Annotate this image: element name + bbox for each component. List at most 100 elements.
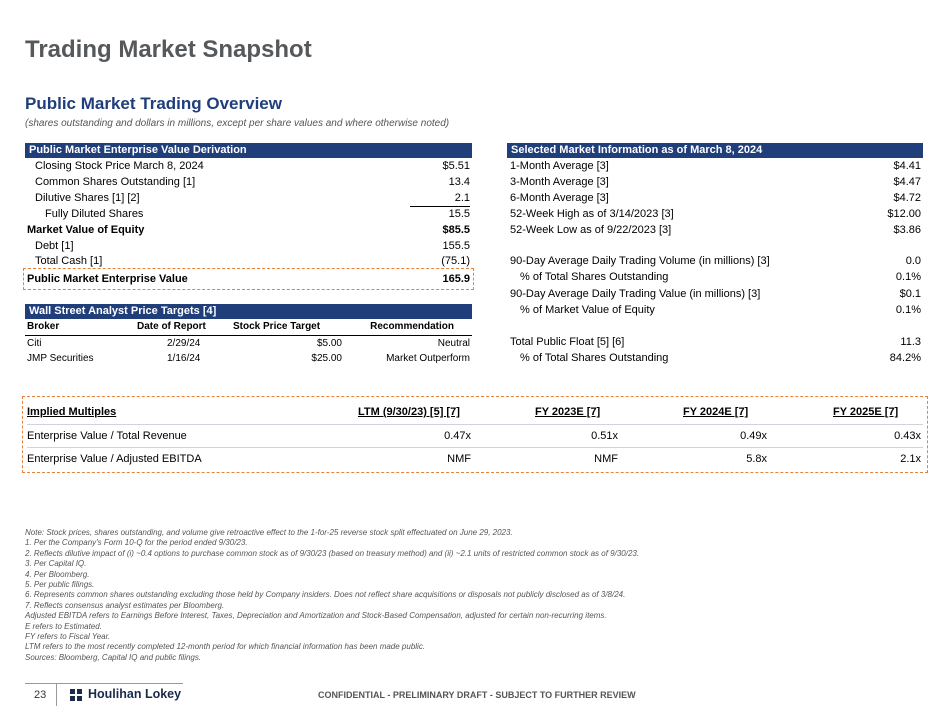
market-row-label: 90-Day Average Daily Trading Value (in m… (510, 288, 761, 300)
ev-row: Debt [1] 155.5 (25, 238, 472, 254)
ev-row-value: (75.1) (441, 255, 470, 267)
multiples-row: Enterprise Value / Total Revenue 0.47x 0… (27, 429, 923, 445)
ev-row: Common Shares Outstanding [1] 13.4 (25, 174, 472, 190)
ev-row-label: Public Market Enterprise Value (27, 273, 188, 285)
analyst-row: JMP Securities 1/16/24 $25.00 Market Out… (25, 352, 472, 368)
analyst-columns: Broker Date of Report Stock Price Target… (25, 320, 472, 336)
market-info-header: Selected Market Information as of March … (507, 143, 923, 158)
market-row-label: 90-Day Average Daily Trading Volume (in … (510, 255, 770, 267)
market-row-value: $4.72 (893, 192, 921, 204)
market-row: 52-Week High as of 3/14/2023 [3] $12.00 (507, 206, 923, 222)
mult-value: 0.47x (444, 430, 471, 442)
col-broker: Broker (27, 321, 60, 332)
market-row-value: 0.1% (895, 271, 921, 283)
market-row-label: % of Total Shares Outstanding (520, 271, 669, 283)
market-row-value: $4.47 (893, 176, 921, 188)
ev-row-value: $85.5 (442, 224, 470, 236)
analyst-date: 1/16/24 (167, 353, 201, 364)
analyst-target: $25.00 (311, 353, 342, 364)
ev-row-label: Dilutive Shares [1] [2] (35, 192, 140, 204)
ev-derivation-header: Public Market Enterprise Value Derivatio… (25, 143, 472, 158)
ev-row-label: Debt [1] (35, 240, 74, 252)
col-target: Stock Price Target (233, 321, 321, 332)
footnote: E refers to Estimated. (25, 621, 102, 631)
col-recommendation: Recommendation (370, 321, 454, 332)
ev-row-label: Market Value of Equity (27, 224, 145, 236)
ev-row: Dilutive Shares [1] [2] 2.1 (25, 190, 472, 207)
mult-col-fy2024: FY 2024E [7] (683, 406, 749, 418)
page-title: Trading Market Snapshot (25, 36, 312, 63)
footnote: 5. Per public filings. (25, 580, 95, 590)
ev-row-value: 155.5 (442, 240, 470, 252)
ev-row: Closing Stock Price March 8, 2024 $5.51 (25, 158, 472, 174)
ev-row: Fully Diluted Shares 15.5 (25, 206, 472, 222)
footnotes: Note: Stock prices, shares outstanding, … (25, 528, 905, 663)
analyst-target: $5.00 (316, 338, 342, 349)
mult-row-label: Enterprise Value / Adjusted EBITDA (27, 453, 202, 465)
market-row-label: % of Market Value of Equity (520, 304, 655, 316)
col-date: Date of Report (137, 321, 206, 332)
mult-value: 0.49x (740, 430, 767, 442)
footnote: 7. Reflects consensus analyst estimates … (25, 600, 225, 610)
mult-value: 0.51x (591, 430, 618, 442)
mult-col-fy2023: FY 2023E [7] (535, 406, 601, 418)
analyst-date: 2/29/24 (167, 338, 201, 349)
market-row-value: 11.3 (900, 336, 921, 348)
mult-col-ltm: LTM (9/30/23) [5] [7] (358, 406, 460, 418)
mult-value: 5.8x (746, 453, 767, 465)
market-row-value: 0.1% (895, 304, 921, 316)
ev-row-value: $5.51 (442, 160, 470, 172)
analyst-broker: JMP Securities (27, 353, 94, 364)
market-row-label: Total Public Float [5] [6] (510, 336, 625, 348)
mult-col-label: Implied Multiples (27, 406, 117, 418)
page-number: 23 (34, 689, 47, 701)
market-row-label: 52-Week Low as of 9/22/2023 [3] (510, 224, 672, 236)
market-row-value: 84.2% (889, 352, 921, 364)
ev-row-label: Common Shares Outstanding [1] (35, 176, 196, 188)
analyst-rec: Market Outperform (386, 353, 470, 364)
market-row: 90-Day Average Daily Trading Volume (in … (507, 253, 923, 269)
analyst-broker: Citi (27, 338, 42, 349)
footnote: LTM refers to the most recently complete… (25, 642, 426, 652)
ev-row-value: 2.1 (410, 190, 470, 207)
multiples-header: Implied Multiples LTM (9/30/23) [5] [7] … (27, 405, 923, 421)
multiples-divider (27, 424, 923, 425)
footnote: Sources: Bloomberg, Capital IQ and publi… (25, 652, 202, 662)
market-row-value: $12.00 (887, 208, 921, 220)
market-row: 3-Month Average [3] $4.47 (507, 174, 923, 190)
ev-row-value: 15.5 (448, 208, 470, 220)
market-row: Total Public Float [5] [6] 11.3 (507, 334, 923, 350)
confidential-banner: CONFIDENTIAL - PRELIMINARY DRAFT - SUBJE… (318, 690, 636, 700)
footer-rule (25, 683, 183, 684)
market-row: % of Total Shares Outstanding 84.2% (507, 350, 923, 366)
houlihan-lokey-logo-icon (70, 689, 82, 701)
footnote: 3. Per Capital IQ. (25, 559, 87, 569)
market-row-label: 52-Week High as of 3/14/2023 [3] (510, 208, 674, 220)
multiples-highlight (22, 396, 928, 473)
mult-row-label: Enterprise Value / Total Revenue (27, 430, 187, 442)
multiples-row: Enterprise Value / Adjusted EBITDA NMF N… (27, 452, 923, 468)
ev-row-value: 165.9 (442, 273, 470, 285)
footnote: 1. Per the Company's Form 10-Q for the p… (25, 538, 248, 548)
ev-row-market-value-equity: Market Value of Equity $85.5 (25, 222, 472, 238)
multiples-divider (27, 447, 923, 448)
mult-value: NMF (447, 453, 471, 465)
footer-divider (56, 684, 57, 706)
ev-row: Total Cash [1] (75.1) (25, 253, 472, 269)
analyst-rec: Neutral (437, 338, 470, 349)
mult-value: 0.43x (894, 430, 921, 442)
market-row-label: 6-Month Average [3] (510, 192, 609, 204)
market-row: % of Total Shares Outstanding 0.1% (507, 269, 923, 285)
footnote: 4. Per Bloomberg. (25, 569, 90, 579)
ev-row-public-market-ev: Public Market Enterprise Value 165.9 (25, 271, 472, 287)
market-row: % of Market Value of Equity 0.1% (507, 302, 923, 318)
market-row-label: 1-Month Average [3] (510, 160, 609, 172)
market-row-value: 0.0 (905, 255, 921, 267)
mult-col-fy2025: FY 2025E [7] (833, 406, 899, 418)
section-subtitle: (shares outstanding and dollars in milli… (25, 118, 450, 129)
market-row-value: $0.1 (899, 288, 921, 300)
footnote: 6. Represents common shares outstanding … (25, 590, 626, 600)
footnote: Adjusted EBITDA refers to Earnings Befor… (25, 611, 607, 621)
market-row-label: 3-Month Average [3] (510, 176, 609, 188)
footnote: 2. Reflects dilutive impact of (i) ~0.4 … (25, 548, 640, 558)
